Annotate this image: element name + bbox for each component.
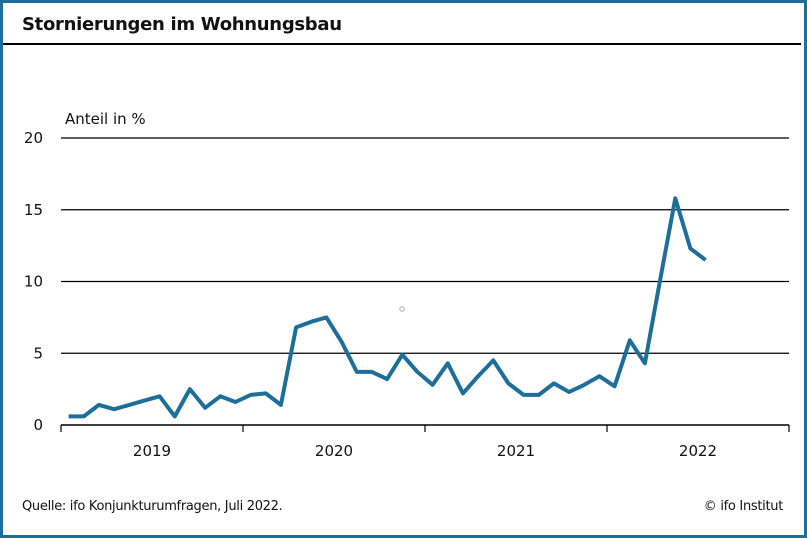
x-tick-label: 2021 xyxy=(497,442,535,460)
x-tick-label: 2022 xyxy=(679,442,717,460)
gridlines xyxy=(61,137,789,354)
source-note: Quelle: ifo Konjunkturumfragen, Juli 202… xyxy=(22,499,283,514)
series-line xyxy=(68,196,707,419)
y-tick-label: 0 xyxy=(33,416,43,434)
y-tick-label: 5 xyxy=(33,344,43,362)
y-tick-label: 20 xyxy=(24,129,43,147)
chart-title: Stornierungen im Wohnungsbau xyxy=(22,14,342,35)
x-axis xyxy=(60,424,790,432)
copyright-note: © ifo Institut xyxy=(703,499,784,514)
x-tick-label: 2020 xyxy=(315,442,353,460)
data-points xyxy=(68,198,706,417)
y-tick-labels: 0 5 10 15 20 xyxy=(24,129,43,434)
y-tick-label: 15 xyxy=(24,201,43,219)
x-tick-labels: 2019 2020 2021 2022 xyxy=(133,442,717,460)
y-tick-label: 10 xyxy=(24,273,43,291)
artifact-marker xyxy=(399,306,405,312)
title-divider xyxy=(3,43,801,45)
x-tick-label: 2019 xyxy=(133,442,171,460)
y-axis-label: Anteil in % xyxy=(65,110,146,128)
